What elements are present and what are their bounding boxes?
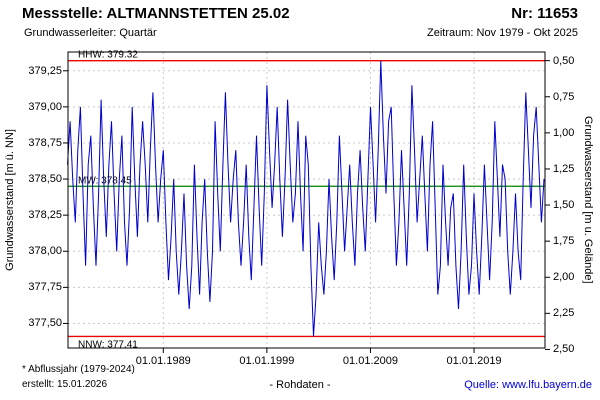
y-tick-label-right: 2,25 bbox=[553, 307, 575, 320]
y-tick-label-left: 378,00 bbox=[28, 245, 62, 258]
y-axis-label-right: Grundwasserstand [m u. Gelände] bbox=[582, 116, 594, 284]
chart-plot-area: HHW: 379.32 MW: 378.45 NNW: 377.41 bbox=[63, 48, 550, 353]
page-title: Messstelle: ALTMANNSTETTEN 25.02 bbox=[22, 5, 290, 22]
period-label: Zeitraum: Nov 1979 - Okt 2025 bbox=[426, 27, 578, 39]
x-tick-label: 01.01.2009 bbox=[342, 355, 398, 367]
y-tick-label-right: 1,25 bbox=[553, 162, 575, 175]
source-link[interactable]: Quelle: www.lfu.bayern.de bbox=[464, 379, 592, 391]
y-tick-label-right: 0,75 bbox=[553, 90, 575, 103]
y-tick-label-left: 379,00 bbox=[28, 100, 62, 113]
y-tick-label-right: 1,75 bbox=[553, 235, 575, 248]
data-mode-label: - Rohdaten - bbox=[269, 379, 331, 391]
plot-border bbox=[67, 51, 546, 349]
x-tick-label: 01.01.2019 bbox=[446, 355, 502, 367]
reference-label-mw: MW: 378.45 bbox=[78, 175, 132, 186]
y-tick-label-left: 378,50 bbox=[28, 173, 62, 186]
reference-label-hhw: HHW: 379.32 bbox=[78, 50, 138, 61]
footnote-abflussjahr: * Abflussjahr (1979-2024) bbox=[22, 364, 135, 375]
y-tick-label-right: 1,50 bbox=[553, 199, 575, 212]
y-tick-label-right: 0,50 bbox=[553, 54, 575, 67]
x-tick-label: 01.01.1999 bbox=[239, 355, 295, 367]
reference-label-nnw: NNW: 377.41 bbox=[78, 339, 138, 350]
x-tick-label: 01.01.1989 bbox=[135, 355, 191, 367]
station-number: Nr: 11653 bbox=[511, 5, 578, 22]
y-tick-label-right: 1,00 bbox=[553, 126, 575, 139]
aquifer-label: Grundwasserleiter: Quartär bbox=[24, 27, 157, 39]
y-tick-label-right: 2,50 bbox=[553, 343, 575, 356]
y-tick-label-left: 378,25 bbox=[28, 209, 62, 222]
y-tick-label-left: 377,50 bbox=[28, 317, 62, 330]
created-date: erstellt: 15.01.2026 bbox=[22, 379, 108, 390]
series-line-groundwater bbox=[67, 60, 545, 337]
y-tick-label-right: 2,00 bbox=[553, 271, 575, 284]
y-axis-label-left: Grundwasserstand [m ü. NN] bbox=[4, 129, 16, 271]
y-tick-label-left: 379,25 bbox=[28, 64, 62, 77]
y-tick-label-left: 378,75 bbox=[28, 136, 62, 149]
y-tick-label-left: 377,75 bbox=[28, 281, 62, 294]
